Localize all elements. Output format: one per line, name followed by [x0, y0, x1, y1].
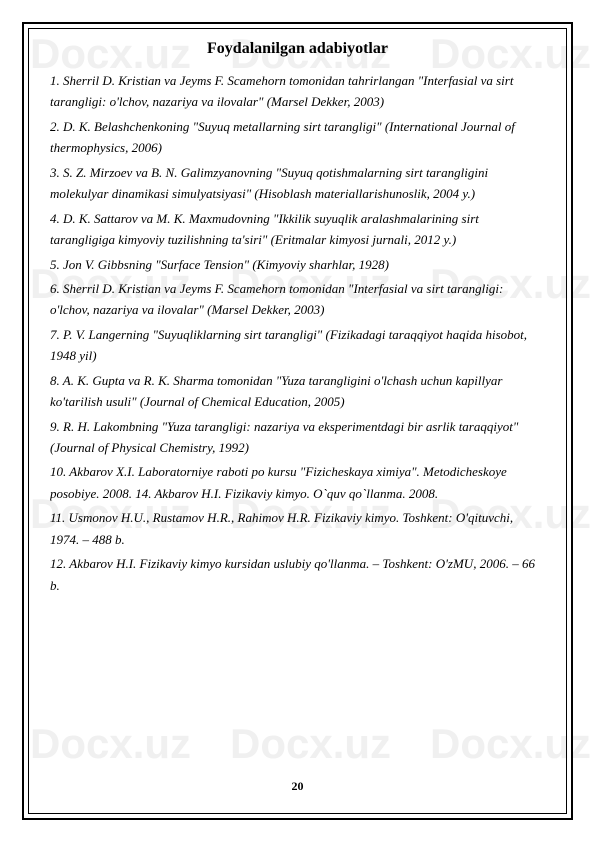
reference-item: 8. A. K. Gupta va R. K. Sharma tomonidan…: [50, 370, 545, 413]
page-number: 20: [50, 779, 545, 794]
reference-item: 1. Sherril D. Kristian va Jeyms F. Scame…: [50, 70, 545, 113]
page-content: Foydalanilgan adabiyotlar 1. Sherril D. …: [50, 40, 545, 802]
reference-item: 5. Jon V. Gibbsning "Surface Tension" (K…: [50, 254, 545, 275]
reference-item: 9. R. H. Lakombning "Yuza tarangligi: na…: [50, 416, 545, 459]
reference-item: 6. Sherril D. Kristian va Jeyms F. Scame…: [50, 278, 545, 321]
reference-item: 7. P. V. Langerning "Suyuqliklarning sir…: [50, 324, 545, 367]
page-title: Foydalanilgan adabiyotlar: [50, 40, 545, 58]
reference-item: 10. Akbarov X.I. Laboratorniye raboti po…: [50, 461, 545, 504]
reference-item: 11. Usmonov H.U., Rustamov H.R., Rahimov…: [50, 507, 545, 550]
reference-item: 2. D. K. Belashchenkoning "Suyuq metalla…: [50, 116, 545, 159]
reference-item: 3. S. Z. Mirzoev va B. N. Galimzyanovnin…: [50, 162, 545, 205]
reference-item: 12. Akbarov H.I. Fizikaviy kimyo kursida…: [50, 553, 545, 596]
reference-item: 4. D. K. Sattarov va M. K. Maxmudovning …: [50, 208, 545, 251]
